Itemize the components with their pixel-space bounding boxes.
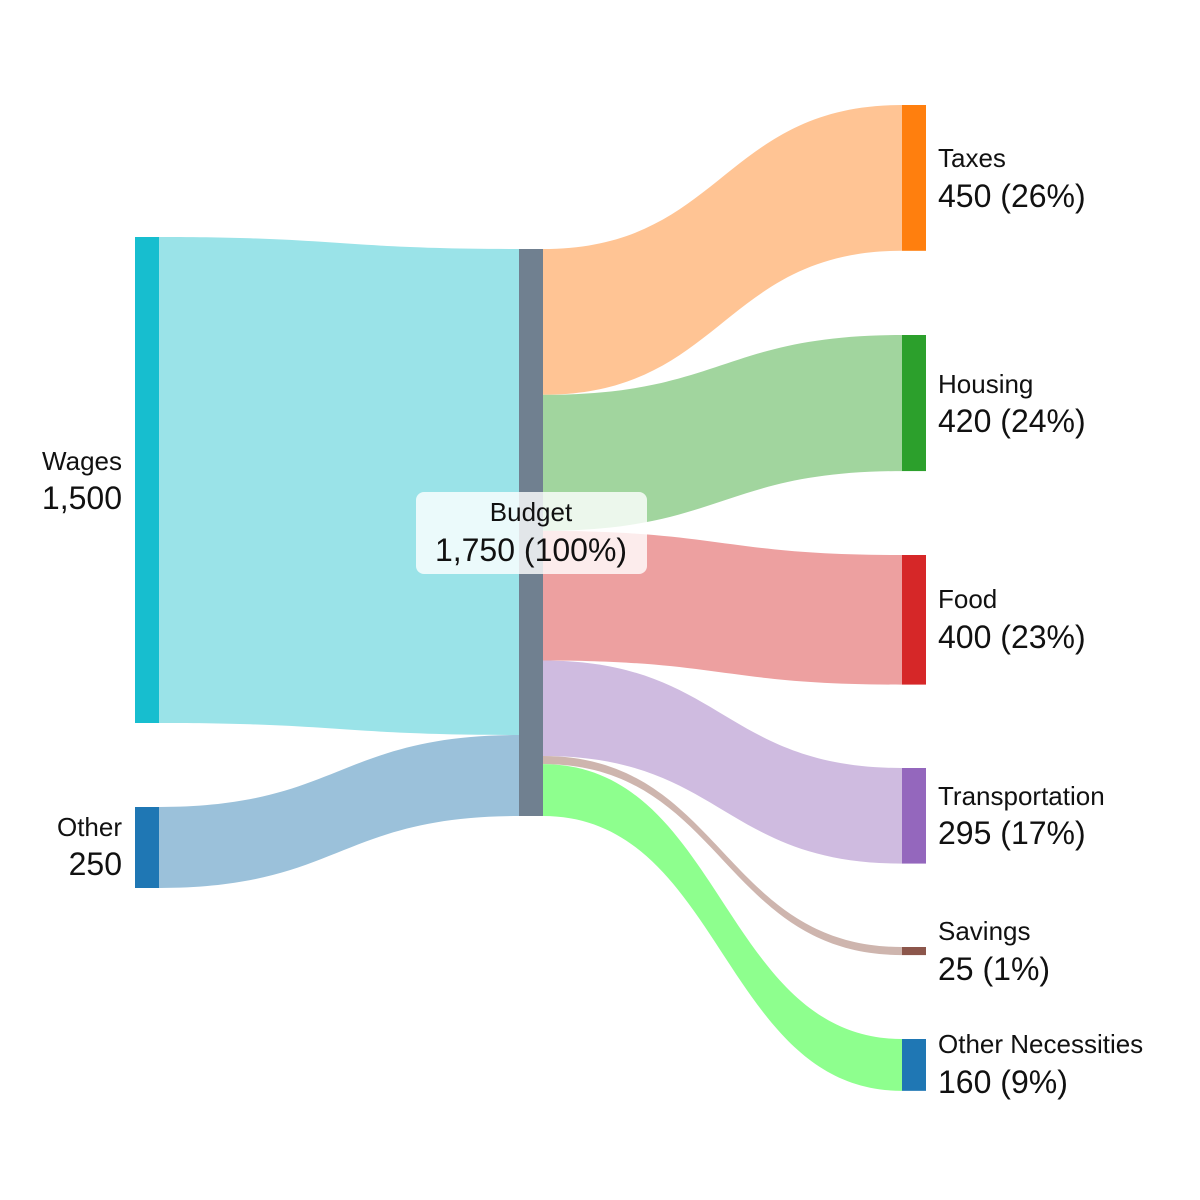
label-other-necessities-name: Other Necessities [938,1029,1143,1059]
label-budget-background [416,492,647,574]
link-budget-to-savings [543,756,902,956]
label-savings: Savings 25 (1%) [938,916,1050,987]
link-budget-to-transportation [543,660,902,864]
node-other-necessities [902,1039,926,1091]
label-taxes-name: Taxes [938,143,1006,173]
node-transportation [902,768,926,864]
label-other: Other 250 [57,812,122,882]
link-wages-to-budget [159,237,519,735]
label-other-value: 250 [69,846,122,882]
label-wages-name: Wages [42,446,122,476]
node-food [902,555,926,685]
node-taxes [902,105,926,251]
link-budget-to-other-necessities [543,764,902,1091]
label-savings-value: 25 (1%) [938,951,1050,987]
label-other-necessities: Other Necessities 160 (9%) [938,1029,1143,1100]
label-savings-name: Savings [938,916,1031,946]
label-taxes: Taxes 450 (26%) [938,143,1086,214]
label-taxes-value: 450 (26%) [938,178,1086,214]
label-budget-value: 1,750 (100%) [435,532,627,568]
label-transportation-value: 295 (17%) [938,815,1086,851]
label-transportation-name: Transportation [938,781,1105,811]
node-wages [135,237,159,723]
label-budget-name: Budget [490,497,573,527]
label-other-name: Other [57,812,122,842]
label-housing-value: 420 (24%) [938,403,1086,439]
link-budget-to-taxes [543,105,902,395]
label-wages: Wages 1,500 [42,446,122,516]
node-other [135,807,159,888]
label-transportation: Transportation 295 (17%) [938,781,1105,851]
label-food-value: 400 (23%) [938,619,1086,655]
label-food-name: Food [938,584,997,614]
label-housing: Housing 420 (24%) [938,369,1086,439]
label-housing-name: Housing [938,369,1033,399]
label-other-necessities-value: 160 (9%) [938,1064,1068,1100]
label-wages-value: 1,500 [42,480,122,516]
label-food: Food 400 (23%) [938,584,1086,655]
link-budget-to-housing [543,335,902,531]
node-housing [902,335,926,472]
node-savings [902,947,926,956]
link-other-to-budget [159,735,519,888]
label-budget: Budget 1,750 (100%) [416,492,647,574]
